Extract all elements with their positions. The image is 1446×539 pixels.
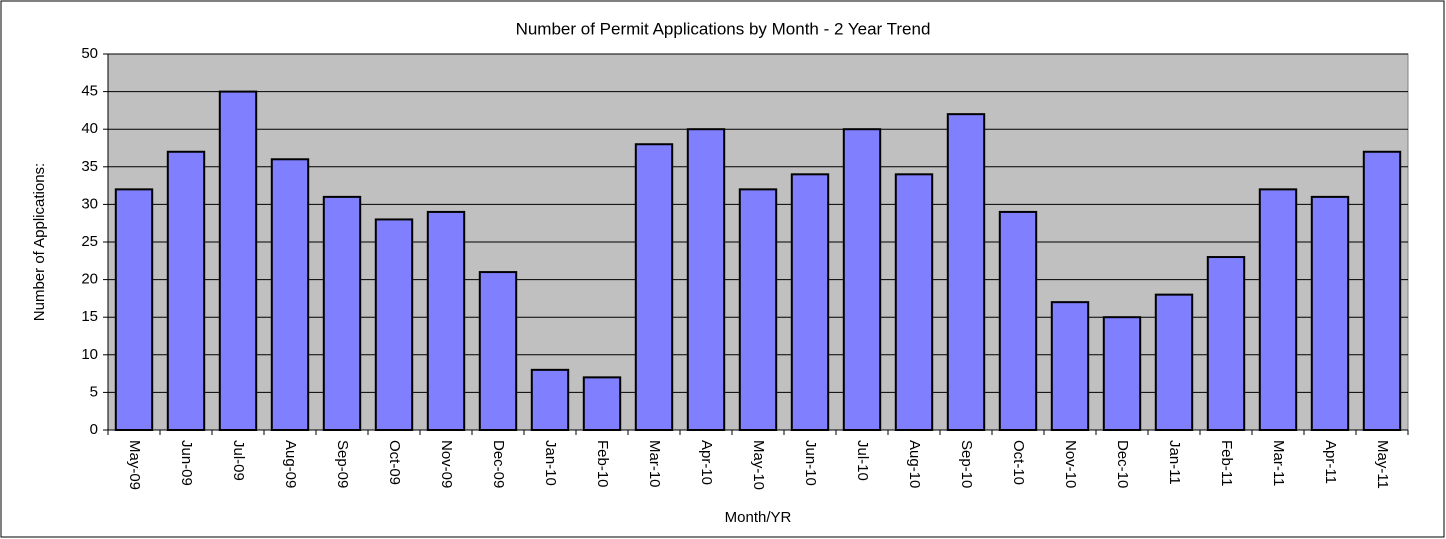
x-tick-label: Nov-10 (1062, 440, 1079, 488)
bar (1050, 301, 1090, 431)
x-tick-label: Mar-10 (646, 440, 663, 488)
y-tick-label: 50 (81, 45, 98, 62)
x-tick-label: Jul-10 (854, 440, 871, 481)
x-tick-label: May-11 (1374, 440, 1391, 489)
y-tick-label: 45 (81, 83, 98, 100)
bar (530, 368, 570, 431)
x-tick-label: Dec-10 (1114, 440, 1131, 488)
bar (218, 90, 258, 431)
x-axis-title: Month/YR (725, 509, 792, 526)
x-tick-label: Oct-09 (386, 440, 403, 485)
bar (1102, 316, 1142, 432)
x-tick-label: Feb-11 (1218, 440, 1235, 486)
bar (426, 210, 466, 431)
x-tick-label: Jan-11 (1166, 440, 1183, 485)
bar (738, 188, 778, 431)
x-tick-label: Nov-09 (438, 440, 455, 488)
bar (1362, 150, 1402, 431)
x-tick-label: Mar-11 (1270, 440, 1287, 486)
bar (1258, 188, 1298, 431)
y-tick-label: 40 (81, 120, 98, 137)
y-tick-label: 25 (81, 233, 98, 250)
x-tick-label: Jan-10 (542, 440, 559, 486)
y-tick-label: 15 (81, 308, 98, 325)
bar (166, 150, 206, 431)
bar (894, 173, 934, 431)
bar (842, 128, 882, 431)
bar (998, 210, 1038, 431)
y-tick-label: 35 (81, 158, 98, 175)
y-tick-label: 10 (81, 346, 98, 363)
x-tick-label: Oct-10 (1010, 440, 1027, 485)
y-tick-label: 5 (90, 383, 98, 400)
bar (114, 188, 154, 431)
x-tick-label: Jun-10 (802, 440, 819, 486)
bar (634, 143, 674, 432)
x-tick-label: Jul-09 (230, 440, 247, 481)
bar (374, 218, 414, 431)
bar (686, 128, 726, 431)
x-tick-label: Jun-09 (178, 440, 195, 486)
bar (1154, 293, 1194, 432)
bar (1310, 195, 1350, 431)
x-tick-label: May-09 (126, 440, 143, 490)
y-tick-label: 20 (81, 271, 98, 288)
x-tick-label: Feb-10 (594, 440, 611, 488)
bar (582, 376, 622, 431)
x-tick-label: Apr-11 (1322, 440, 1339, 484)
bar (1206, 256, 1246, 432)
bar (322, 195, 362, 431)
x-tick-label: May-10 (750, 440, 767, 490)
bar (946, 113, 986, 431)
bar (790, 173, 830, 431)
x-tick-label: Dec-09 (490, 440, 507, 488)
y-tick-label: 0 (90, 421, 98, 438)
x-tick-label: Aug-09 (282, 440, 299, 488)
bar (478, 271, 518, 431)
chart-title: Number of Permit Applications by Month -… (516, 19, 931, 38)
x-tick-label: Aug-10 (906, 440, 923, 488)
x-tick-label: Sep-10 (958, 440, 975, 488)
bar (270, 158, 310, 431)
y-axis-title: Number of Applications: (31, 163, 48, 321)
x-tick-label: Apr-10 (698, 440, 715, 485)
x-tick-label: Sep-09 (334, 440, 351, 488)
y-tick-label: 30 (81, 195, 98, 212)
